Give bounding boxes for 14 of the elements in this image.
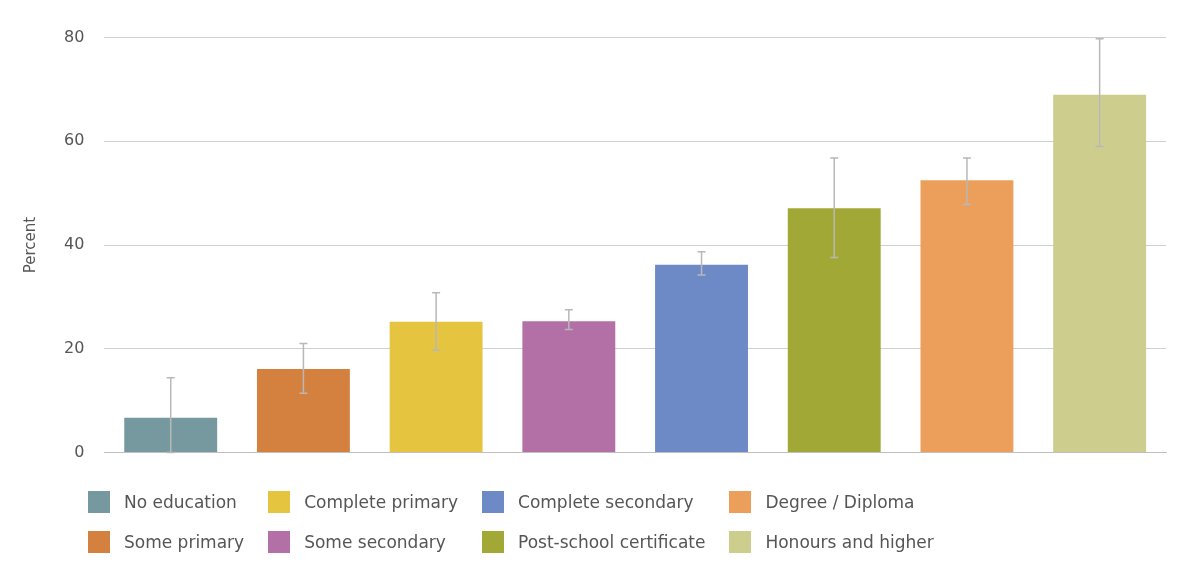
legend-label: No education — [124, 492, 237, 512]
y-tick-label: 60 — [64, 130, 85, 150]
legend-label: Some secondary — [304, 532, 446, 552]
legend-label: Some primary — [124, 532, 245, 552]
y-tick-label: 0 — [74, 441, 85, 461]
legend-label: Complete secondary — [518, 492, 694, 512]
y-axis-title: Percent — [20, 216, 39, 274]
legend-label: Honours and higher — [765, 532, 934, 552]
y-tick-label: 80 — [64, 26, 85, 46]
y-tick-label: 20 — [64, 337, 85, 357]
legend-label: Post-school certificate — [518, 532, 706, 552]
legend-label: Degree / Diploma — [765, 492, 915, 512]
legend-label: Complete primary — [304, 492, 459, 512]
y-tick-label: 40 — [64, 234, 85, 254]
